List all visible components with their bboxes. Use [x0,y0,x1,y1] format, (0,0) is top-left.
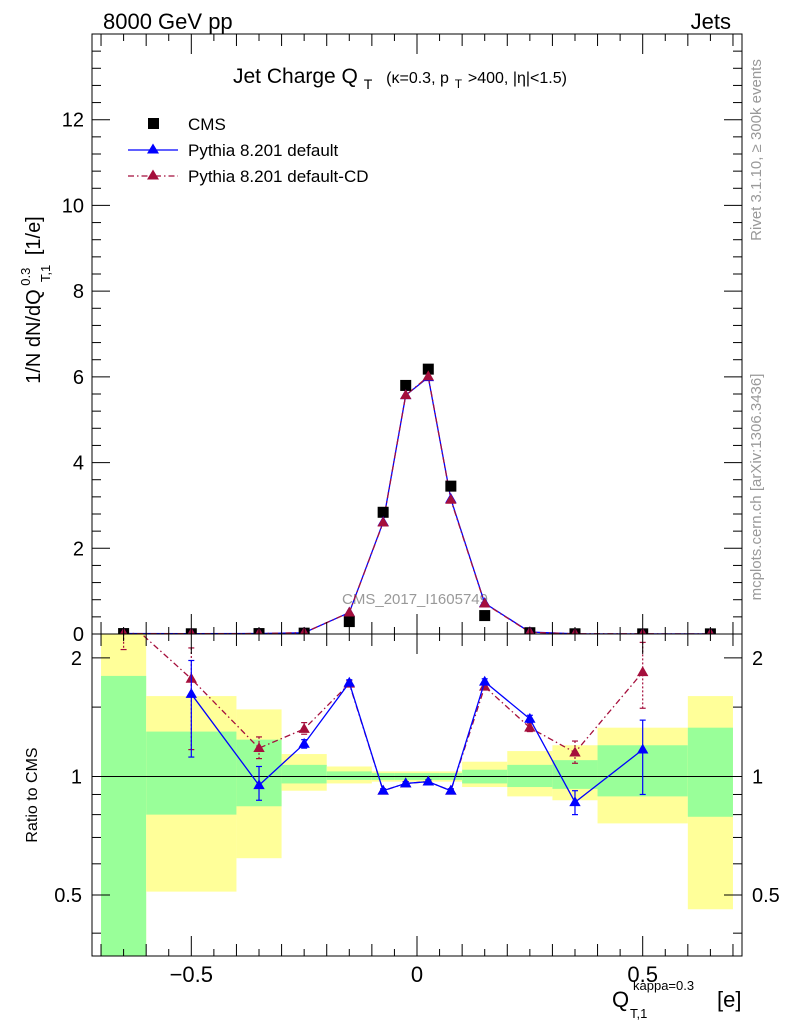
ylabel-main: 1/N dN/dQ [23,289,45,383]
cms-point-8 [445,480,457,492]
ratio-marker-s1-9 [479,680,491,691]
band-green-13 [687,727,733,817]
main-ytick-label-0: 0 [73,624,84,646]
xlabel-unit: [e] [717,987,741,1012]
main-ytick-label-5: 10 [62,195,84,217]
ylabel-sup: 0.3 [18,268,33,286]
cms-point-4 [343,616,355,628]
ratio-ytick-label-r-0: 0.5 [752,885,780,907]
title-tail: >400, |η|<1.5) [468,70,567,87]
xtick-label-2: 0.5 [627,962,658,987]
xtick-label-1: 0 [411,962,423,987]
ylabel-unit: [1/e] [23,216,45,255]
main-ytick-label-2: 4 [73,453,84,475]
legend-cms-marker [148,118,159,129]
ratio-marker-s0-6 [400,777,412,788]
svg-text:1/N dN/dQ 0.3 T,1: 1/N dN/dQ 0.3 T,1 [1/e] [13,216,55,384]
ratio-uncertainty-bands [101,634,733,956]
main-ytick-label-4: 8 [73,281,84,303]
ratio-marker-s0-2 [253,779,265,790]
mcplots-label: mcplots.cern.ch [arXiv:1306.3436] [748,374,765,601]
legend-cd-label: Pythia 8.201 default-CD [188,167,369,186]
legend-default-label: Pythia 8.201 default [188,141,339,160]
ratio-marker-s1-0 [118,612,129,622]
ratio-marker-s0-5 [377,784,389,795]
ratio-marker-s0-9 [479,675,491,686]
ratio-marker-s0-4 [343,676,355,687]
watermark: CMS_2017_I1605749 [342,591,488,608]
legend-cd-marker [147,169,159,180]
main-marker-s2-4 [343,606,355,617]
main-title: Jet Charge Q T (κ=0.3, p T >400, |η|<1.5… [233,65,567,94]
main-marker-s2-5 [377,516,389,527]
ratio-marker-s1-3 [298,722,310,733]
main-marker-s2-6 [400,389,412,400]
title-rest: (κ=0.3, p [386,70,449,87]
ratio-marker-s0-7 [422,775,434,786]
rivet-label: Rivet 3.1.10, ≥ 300k events [748,59,765,241]
ratio-marker-s0-3 [298,737,310,748]
title-pt-sub: T [455,77,463,91]
xtick-label-0: −0.5 [170,962,213,987]
band-green-4 [326,771,372,780]
ratio-marker-s1-10 [524,721,536,732]
main-ytick-label-3: 6 [73,367,84,389]
legend-cms-label: CMS [188,115,226,134]
ratio-marker-s0-11 [569,796,581,807]
ratio-plot-series [92,612,742,816]
ratio-marker-s0-10 [524,712,536,723]
ratio-ytick-label-l-0: 0.5 [54,885,82,907]
energy-label: 8000 GeV pp [103,9,233,34]
cms-point-5 [377,506,389,518]
ratio-ylabel: Ratio to CMS [24,747,41,842]
main-ytick-label-6: 12 [62,110,84,132]
cms-point-6 [400,379,412,391]
ratio-marker-s1-2 [253,742,265,753]
xaxis-label: Q kappa=0.3 T,1 [e] [612,978,741,1021]
main-marker-s2-9 [479,597,491,608]
ratio-ytick-label-l-2: 2 [71,648,82,670]
band-green-11 [552,760,598,789]
ratio-marker-s0-1 [185,687,198,698]
main-marker-s2-8 [445,493,457,504]
ratio-marker-s1-12 [636,666,649,677]
ratio-ytick-label-r-1: 1 [752,766,763,788]
title-main: Jet Charge Q [233,65,358,88]
main-ylabel: 1/N dN/dQ 0.3 T,1 [1/e] [13,216,55,384]
legend-default-marker [147,143,159,154]
cms-point-7 [422,363,434,375]
xlabel-main: Q [612,987,629,1012]
ratio-marker-s1-11 [569,746,581,757]
band-green-3 [281,764,327,784]
xlabel-sub: T,1 [630,1006,647,1021]
main-marker-s2-7 [422,370,434,381]
main-ytick-label-1: 2 [73,538,84,560]
xlabel-sup: kappa=0.3 [633,978,694,993]
ratio-marker-s0-8 [445,784,457,795]
title-sub: T [364,76,373,92]
svg-text:Q: Q [612,987,629,1012]
process-label: Jets [691,9,731,34]
cms-point-9 [479,610,491,622]
ylabel-sub: T,1 [38,265,53,282]
svg-text:Jet Charge Q T (κ=: Jet Charge Q T (κ=0.3, p T >400, |η|<1.5… [233,65,567,94]
band-green-0 [101,675,147,956]
legend: CMS Pythia 8.201 default Pythia 8.201 de… [128,115,369,186]
ratio-marker-s0-12 [636,743,649,754]
ratio-ytick-label-r-2: 2 [752,648,763,670]
ratio-ytick-label-l-1: 1 [71,766,82,788]
ratio-line-series-0 [190,680,644,804]
